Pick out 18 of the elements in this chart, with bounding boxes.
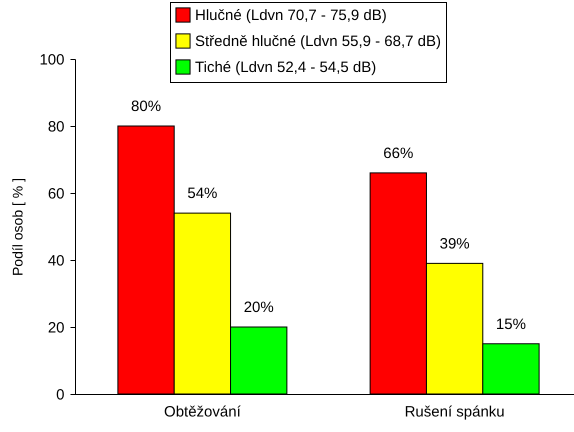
legend-label: Středně hlučné (Ldvn 55,9 - 68,7 dB) [195,33,441,50]
y-tick-label: 40 [48,252,64,270]
data-label: 39% [440,235,470,252]
y-axis-title: Podíl osob [ % ] [9,178,26,276]
y-tick-label: 0 [56,386,64,404]
data-label: 80% [131,98,162,115]
y-tick-label: 60 [48,186,64,202]
data-label: 20% [244,299,274,316]
data-label: 15% [496,316,526,333]
y-tick-label: 100 [39,52,64,68]
legend-label: Tiché (Ldvn 52,4 - 54,5 dB) [195,59,376,76]
data-label: 54% [187,185,218,202]
x-tick-label: Rušení spánku [404,404,505,420]
x-tick-label: Obtěžování [164,404,242,420]
data-label: 66% [383,144,414,162]
y-tick-label: 80 [48,118,64,136]
y-tick-label: 20 [48,320,64,336]
legend-label: Hlučné (Ldvn 70,7 - 75,9 dB) [195,7,387,24]
